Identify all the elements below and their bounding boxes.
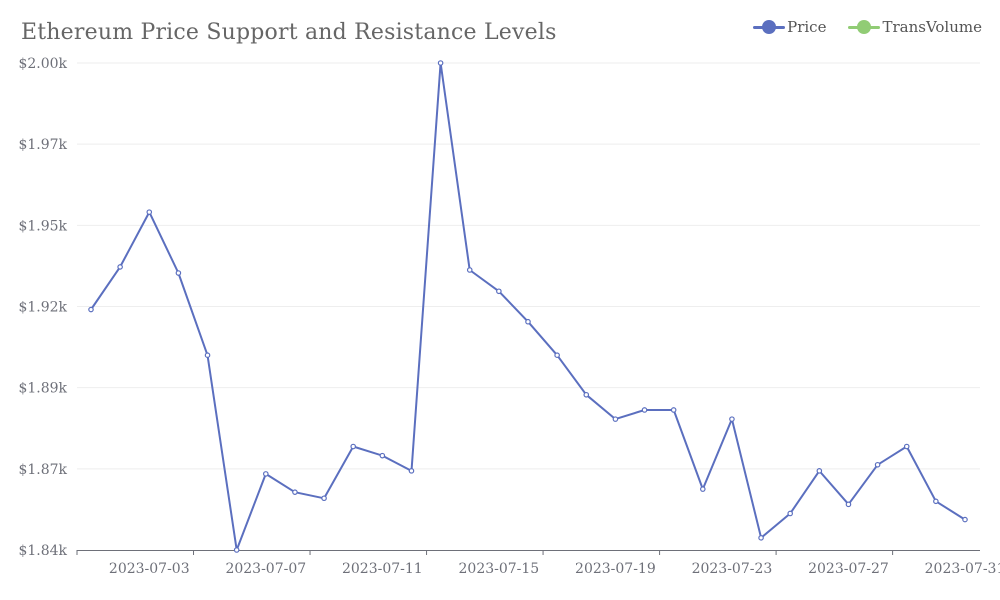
y-axis-tick-labels: $1.84k $1.87k $1.89k $1.92k $1.95k $1.97k $2.0… [18,56,67,559]
grid-lines [77,62,980,470]
legend-item-price[interactable]: Price [753,18,826,36]
x-tick-label: 2023-07-27 [808,561,889,577]
y-tick-label: $1.89k [18,381,67,397]
data-point-price[interactable] [146,209,153,215]
y-tick-label: $2.00k [18,56,67,72]
series-layer [88,60,968,553]
data-point-price[interactable] [787,510,794,517]
data-point-price[interactable] [117,264,123,270]
data-point-price[interactable] [874,461,881,468]
legend-swatch-transvolume [848,20,881,34]
data-point-price[interactable] [350,443,357,450]
data-point-price[interactable] [379,452,386,459]
data-point-price[interactable] [699,486,706,492]
x-tick-label: 2023-07-03 [109,561,190,577]
data-point-price[interactable] [496,288,502,295]
legend-swatch-price [753,20,786,34]
data-point-price[interactable] [729,416,735,422]
x-tick-label: 2023-07-07 [225,561,306,577]
data-point-price[interactable] [292,489,298,495]
x-tick-label: 2023-07-23 [692,561,773,577]
data-point-price[interactable] [845,501,852,508]
chart-title: Ethereum Price Support and Resistance Le… [21,20,557,45]
legend-label-transvolume: TransVolume [882,18,982,36]
data-point-price[interactable] [88,306,94,313]
data-point-price[interactable] [758,535,764,541]
data-point-price[interactable] [816,468,823,474]
data-point-price[interactable] [175,270,182,276]
data-point-price[interactable] [204,352,211,359]
legend-swatch-transvolume-dot [857,20,872,34]
data-point-price[interactable] [641,407,648,413]
y-tick-label: $1.95k [18,218,67,234]
data-point-price[interactable] [466,267,473,273]
legend: Price TransVolume [753,18,982,36]
data-point-price[interactable] [554,352,560,359]
data-point-price[interactable] [437,60,444,66]
x-axis: 2023-07-03 2023-07-07 2023-07-11 2023-07-15… [76,550,1000,577]
x-tick-label: 2023-07-15 [459,561,540,577]
data-point-price[interactable] [612,416,619,422]
legend-swatch-price-dot [762,20,777,34]
y-tick-label: $1.84k [18,543,67,559]
x-tick-label: 2023-07-19 [575,561,656,577]
data-point-price[interactable] [408,468,415,474]
data-point-price[interactable] [262,471,269,477]
data-point-price[interactable] [525,318,531,325]
data-point-price[interactable] [903,443,910,450]
data-point-price[interactable] [321,495,327,502]
data-point-price[interactable] [233,547,240,553]
y-tick-label: $1.87k [18,462,67,478]
x-tick-label: 2023-07-11 [342,561,423,577]
y-tick-label: $1.92k [18,300,67,316]
data-point-price[interactable] [962,516,968,523]
x-tick-label: 2023-07-31 [925,561,1000,577]
legend-label-price: Price [787,18,827,36]
legend-item-transvolume[interactable]: TransVolume [848,18,982,36]
data-point-price[interactable] [583,391,590,398]
data-point-price[interactable] [933,498,939,505]
data-point-price[interactable] [670,407,677,413]
y-tick-label: $1.97k [18,137,67,153]
